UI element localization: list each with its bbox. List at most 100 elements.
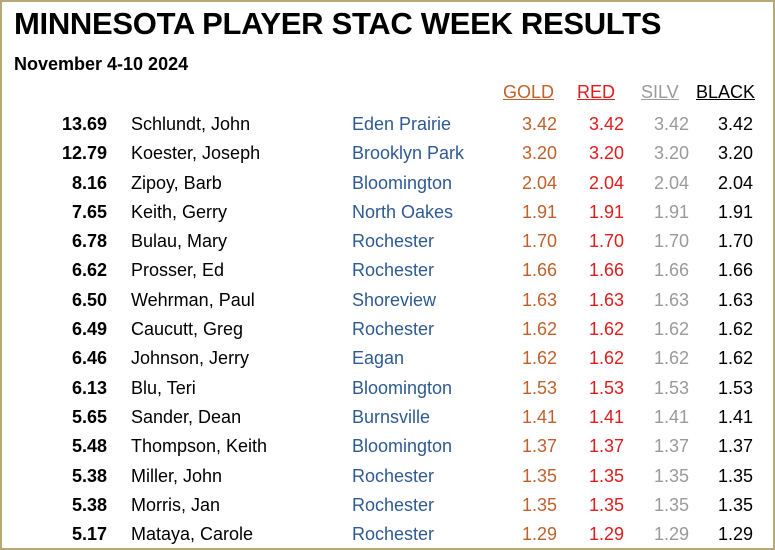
black-points: 1.41 xyxy=(717,406,753,427)
black-points: 1.66 xyxy=(717,260,753,281)
total-points: 6.46 xyxy=(71,348,107,369)
table-row: 12.79 Koester, Joseph Brooklyn Park 3.20… xyxy=(2,138,773,167)
player-name: Caucutt, Greg xyxy=(131,319,244,340)
table-row: 6.78 Bulau, Mary Rochester 1.70 1.70 1.7… xyxy=(2,226,773,255)
player-name: Sander, Dean xyxy=(131,406,242,427)
total-points: 5.38 xyxy=(71,465,107,486)
player-name: Morris, Jan xyxy=(131,494,221,515)
table-row: 5.17 Mataya, Carole Rochester 1.29 1.29 … xyxy=(2,519,773,548)
red-points: 1.91 xyxy=(588,201,624,222)
black-points: 1.91 xyxy=(717,201,753,222)
total-points: 13.69 xyxy=(61,114,107,134)
black-points: 1.37 xyxy=(717,436,753,457)
black-points: 1.35 xyxy=(717,465,753,486)
red-points: 1.37 xyxy=(588,436,624,457)
red-points: 1.41 xyxy=(588,406,624,427)
gold-points: 2.04 xyxy=(521,172,557,193)
gold-points: 1.41 xyxy=(521,406,557,427)
gold-points: 1.63 xyxy=(521,289,557,310)
player-name: Keith, Gerry xyxy=(131,201,228,222)
black-points: 1.70 xyxy=(717,231,753,252)
black-points: 1.53 xyxy=(717,377,753,398)
silver-points: 1.53 xyxy=(653,377,689,398)
silver-points: 1.35 xyxy=(653,465,689,486)
red-points: 1.62 xyxy=(588,319,624,340)
black-points: 1.29 xyxy=(717,524,753,545)
player-city: Rochester xyxy=(352,260,435,281)
total-points: 12.79 xyxy=(61,143,107,164)
black-points: 1.62 xyxy=(717,319,753,340)
table-row: 5.48 Thompson, Keith Bloomington 1.37 1.… xyxy=(2,431,773,460)
table-row: 5.38 Miller, John Rochester 1.35 1.35 1.… xyxy=(2,461,773,490)
red-points: 1.63 xyxy=(588,289,624,310)
silver-points: 1.62 xyxy=(653,319,689,340)
player-name: Schlundt, John xyxy=(131,114,251,134)
table-row: 6.46 Johnson, Jerry Eagan 1.62 1.62 1.62… xyxy=(2,343,773,372)
date-range: November 4-10 2024 xyxy=(14,54,189,74)
silver-points: 1.66 xyxy=(653,260,689,281)
black-points: 1.35 xyxy=(717,494,753,515)
silver-points: 1.91 xyxy=(653,201,689,222)
black-points: 3.20 xyxy=(717,143,753,164)
silver-points: 2.04 xyxy=(653,172,689,193)
total-points: 6.49 xyxy=(71,319,107,340)
player-city: Eden Prairie xyxy=(352,114,452,134)
player-name: Johnson, Jerry xyxy=(131,348,250,369)
player-city: Shoreview xyxy=(352,289,437,310)
player-name: Prosser, Ed xyxy=(131,260,225,281)
total-points: 6.78 xyxy=(71,231,107,252)
page-title: MINNESOTA PLAYER STAC WEEK RESULTS xyxy=(14,6,662,41)
gold-points: 1.70 xyxy=(521,231,557,252)
total-points: 5.38 xyxy=(71,494,107,515)
silver-points: 1.41 xyxy=(653,406,689,427)
header-silv: SILV xyxy=(641,82,679,102)
player-city: Rochester xyxy=(352,524,435,545)
player-city: Rochester xyxy=(352,319,435,340)
red-points: 3.42 xyxy=(588,114,624,134)
player-city: Rochester xyxy=(352,494,435,515)
table-row: 6.62 Prosser, Ed Rochester 1.66 1.66 1.6… xyxy=(2,255,773,284)
gold-points: 1.62 xyxy=(521,319,557,340)
red-points: 1.62 xyxy=(588,348,624,369)
silver-points: 1.29 xyxy=(653,524,689,545)
header-gold: GOLD xyxy=(503,82,555,102)
silver-points: 1.37 xyxy=(653,436,689,457)
silver-points: 1.35 xyxy=(653,494,689,515)
black-points: 3.42 xyxy=(717,114,753,134)
silver-points: 3.20 xyxy=(653,143,689,164)
black-points: 1.62 xyxy=(717,348,753,369)
player-name: Zipoy, Barb xyxy=(131,172,222,193)
gold-points: 1.66 xyxy=(521,260,557,281)
red-points: 1.70 xyxy=(588,231,624,252)
total-points: 5.17 xyxy=(71,524,107,545)
red-points: 1.29 xyxy=(588,524,624,545)
black-points: 1.63 xyxy=(717,289,753,310)
black-points: 2.04 xyxy=(717,172,753,193)
total-points: 8.16 xyxy=(71,172,107,193)
total-points: 6.62 xyxy=(71,260,107,281)
gold-points: 1.91 xyxy=(521,201,557,222)
red-points: 1.66 xyxy=(588,260,624,281)
total-points: 6.50 xyxy=(71,289,107,310)
player-city: Brooklyn Park xyxy=(352,143,465,164)
gold-points: 3.20 xyxy=(521,143,557,164)
total-points: 6.13 xyxy=(71,377,107,398)
gold-points: 1.62 xyxy=(521,348,557,369)
table-row: 5.65 Sander, Dean Burnsville 1.41 1.41 1… xyxy=(2,402,773,431)
player-city: Rochester xyxy=(352,465,435,486)
red-points: 2.04 xyxy=(588,172,624,193)
player-city: Burnsville xyxy=(352,406,431,427)
player-city: North Oakes xyxy=(352,201,454,222)
silver-points: 1.62 xyxy=(653,348,689,369)
red-points: 3.20 xyxy=(588,143,624,164)
table-row: 8.16 Zipoy, Barb Bloomington 2.04 2.04 2… xyxy=(2,168,773,197)
gold-points: 1.35 xyxy=(521,494,557,515)
gold-points: 1.35 xyxy=(521,465,557,486)
header-black: BLACK xyxy=(696,82,756,102)
results-table: 13.69 Schlundt, John Eden Prairie 3.42 3… xyxy=(2,109,773,548)
player-name: Thompson, Keith xyxy=(131,436,268,457)
player-name: Miller, John xyxy=(131,465,223,486)
table-row: 6.13 Blu, Teri Bloomington 1.53 1.53 1.5… xyxy=(2,373,773,402)
table-row: 13.69 Schlundt, John Eden Prairie 3.42 3… xyxy=(2,109,773,138)
